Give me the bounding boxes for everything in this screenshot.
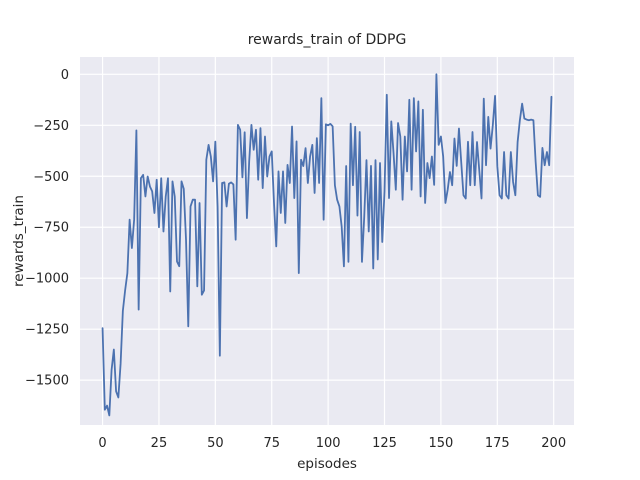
x-tick-label: 200: [541, 436, 566, 451]
y-tick-label: −750: [33, 221, 69, 236]
y-tick-label: −1500: [25, 374, 69, 389]
y-tick-label: 0: [61, 68, 69, 83]
chart-title: rewards_train of DDPG: [247, 32, 407, 48]
x-tick-label: 25: [151, 436, 168, 451]
y-tick-label: −1250: [25, 323, 69, 338]
x-tick-label: 125: [372, 436, 397, 451]
y-tick-label: −250: [33, 119, 69, 134]
plot-area: [80, 57, 574, 425]
x-tick-label: 150: [428, 436, 453, 451]
y-tick-label: −500: [33, 170, 69, 185]
x-tick-label: 100: [316, 436, 341, 451]
x-tick-label: 50: [207, 436, 224, 451]
x-tick-label: 0: [98, 436, 106, 451]
x-tick-label: 175: [485, 436, 510, 451]
x-axis-label: episodes: [297, 456, 357, 472]
y-tick-label: −1000: [25, 272, 69, 287]
x-tick-label: 75: [263, 436, 280, 451]
reward-line: [101, 73, 553, 417]
y-axis-label: rewards_train: [11, 195, 27, 287]
